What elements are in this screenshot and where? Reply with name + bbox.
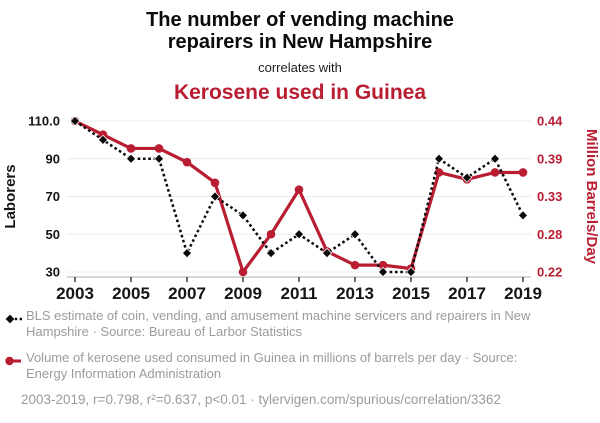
svg-text:Laborers: Laborers: [2, 164, 19, 228]
svg-text:0.39: 0.39: [537, 151, 562, 166]
svg-text:70: 70: [46, 189, 60, 204]
legend-row: BLS estimate of coin, vending, and amuse…: [5, 308, 586, 340]
svg-text:2007: 2007: [168, 284, 206, 301]
svg-text:0.22: 0.22: [537, 265, 562, 280]
chart-svg: 110.0 0.44 90 0.39 70 0.33 50 0.28 30 0.22 2003 200…: [2, 114, 600, 302]
legend-text-red-series: Volume of kerosene used consumed in Guin…: [26, 350, 518, 381]
diamond-marker-icon: [5, 308, 22, 328]
figure: The number of vending machine repairers …: [0, 9, 600, 423]
legend-row: Volume of kerosene used consumed in Guin…: [5, 350, 586, 382]
circle-marker-icon: [5, 350, 22, 370]
chart-subtitle: correlates with: [258, 60, 342, 75]
svg-text:Million Barrels/Day: Million Barrels/Day: [583, 129, 600, 265]
chart-title: The number of vending machine repairers …: [146, 9, 454, 53]
footnote-stats: 2003-2019, r=0.798, r²=0.637, p<0.01 · t…: [21, 392, 501, 407]
legend: BLS estimate of coin, vending, and amuse…: [0, 308, 600, 382]
svg-text:0.28: 0.28: [537, 227, 562, 242]
figure-header: The number of vending machine repairers …: [0, 9, 600, 105]
svg-text:110.0: 110.0: [28, 114, 60, 129]
svg-text:2009: 2009: [224, 284, 262, 301]
svg-text:2019: 2019: [504, 284, 542, 301]
legend-text-black-series: BLS estimate of coin, vending, and amuse…: [26, 308, 531, 339]
svg-text:90: 90: [46, 151, 60, 166]
svg-text:0.44: 0.44: [537, 114, 563, 129]
svg-text:0.33: 0.33: [537, 189, 562, 204]
svg-text:2003: 2003: [56, 284, 94, 301]
svg-text:2015: 2015: [392, 284, 430, 301]
svg-text:2013: 2013: [336, 284, 374, 301]
svg-text:30: 30: [46, 265, 60, 280]
svg-text:2011: 2011: [281, 284, 318, 301]
chart-correlate-title: Kerosene used in Guinea: [173, 81, 427, 104]
svg-text:2017: 2017: [448, 284, 486, 301]
svg-text:2005: 2005: [112, 284, 150, 301]
svg-text:50: 50: [46, 227, 60, 242]
